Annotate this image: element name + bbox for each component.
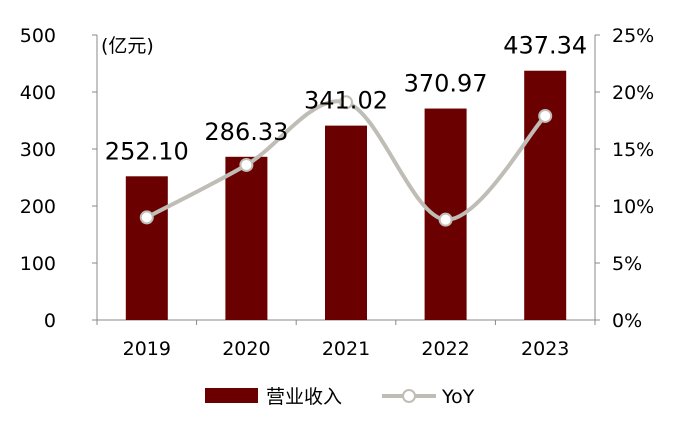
y-right-tick-label: 10% [612, 196, 654, 218]
bar-2023 [524, 70, 567, 320]
yoy-line [145, 99, 547, 222]
yoy-point-2020 [239, 157, 254, 172]
y-right-tick-label: 15% [612, 139, 654, 161]
y-left-tick-label: 300 [20, 139, 56, 161]
y-right-tick-label: 25% [612, 25, 654, 47]
y-left-tick-label: 400 [20, 82, 56, 104]
x-tick-labels: 2019 2020 2021 2022 2023 [96, 320, 596, 360]
bar-data-labels: 252.10 286.33 341.02 370.97 437.34 [105, 32, 587, 166]
bar-data-label: 341.02 [304, 87, 388, 115]
y-left-tick-labels: 0 100 200 300 400 500 [20, 25, 97, 332]
legend-bar-label: 营业收入 [266, 386, 342, 408]
y-left-tick-label: 500 [20, 25, 56, 47]
legend-bar-swatch [205, 388, 258, 403]
y-left-tick-label: 0 [44, 310, 56, 332]
x-tick-label: 2019 [123, 338, 171, 360]
unit-label: (亿元) [101, 35, 154, 57]
x-tick-label: 2023 [521, 338, 569, 360]
bar-2021 [325, 125, 367, 321]
legend: 营业收入 YoY [205, 386, 475, 408]
yoy-point-2021 [339, 95, 353, 110]
bar-data-label: 252.10 [105, 137, 189, 165]
bar-data-label: 437.34 [503, 32, 587, 60]
bar-data-label: 286.33 [204, 118, 288, 146]
bar-2020 [225, 156, 268, 320]
yoy-point-2022 [438, 212, 453, 227]
legend-line-marker [402, 389, 416, 403]
y-left-tick-label: 100 [20, 253, 56, 275]
yoy-line-series [139, 95, 553, 227]
x-tick-label: 2022 [421, 338, 469, 360]
x-tick-label: 2020 [222, 338, 270, 360]
y-right-tick-label: 5% [612, 253, 642, 275]
y-right-tick-labels: 0% 5% 10% 15% 20% 25% [595, 25, 654, 332]
y-right-tick-label: 20% [612, 82, 654, 104]
legend-line-label: YoY [441, 386, 475, 408]
yoy-point-2019 [139, 210, 154, 225]
x-tick-label: 2021 [322, 338, 370, 360]
y-left-tick-label: 200 [20, 196, 56, 218]
bar-data-label: 370.97 [404, 70, 488, 98]
bar-2019 [125, 176, 168, 320]
yoy-point-2023 [538, 108, 553, 123]
y-right-tick-label: 0% [612, 310, 642, 332]
